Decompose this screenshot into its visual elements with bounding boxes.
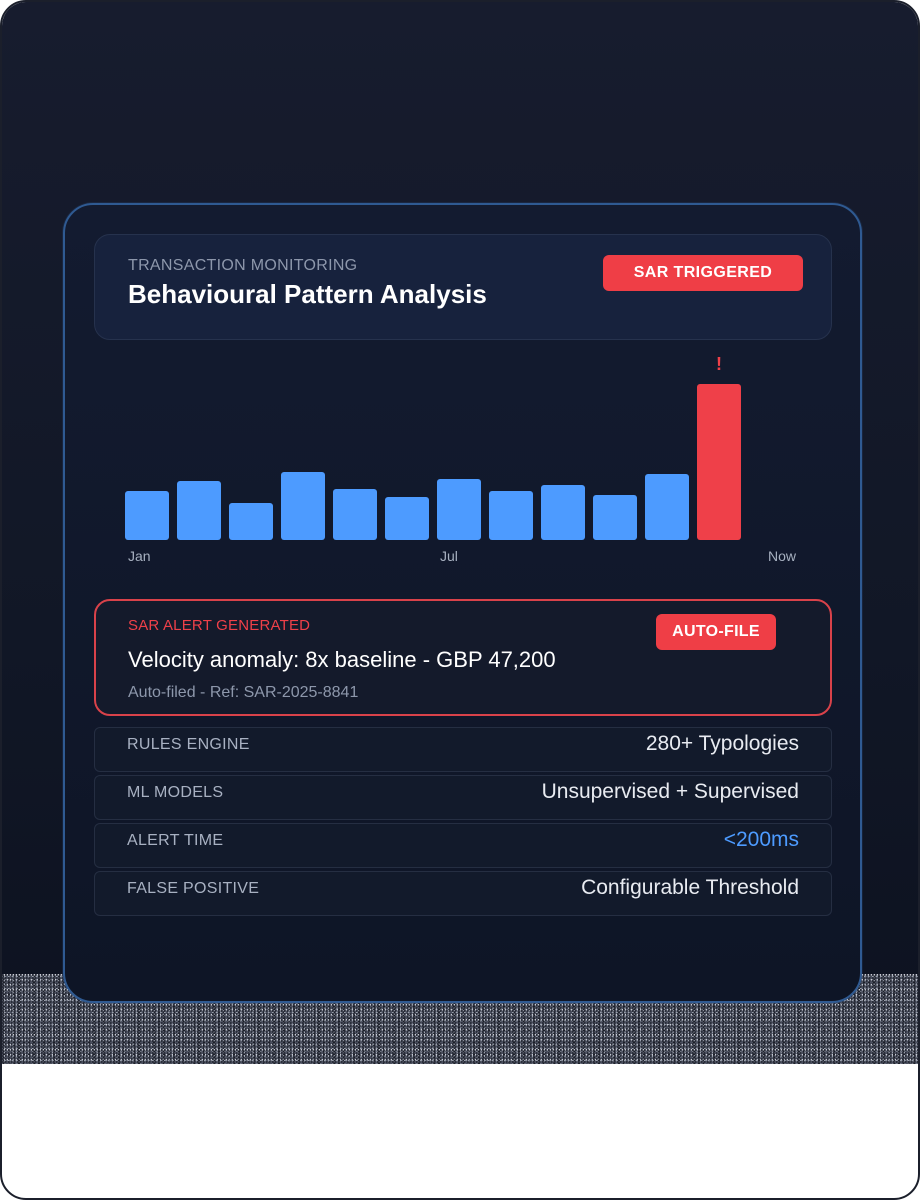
chart-bar	[489, 491, 533, 540]
stat-label: ML MODELS	[127, 784, 224, 801]
sar-alert-panel[interactable]: SAR ALERT GENERATED Velocity anomaly: 8x…	[94, 599, 832, 716]
alert-marker: !	[716, 354, 722, 374]
auto-file-badge[interactable]: AUTO-FILE	[656, 614, 776, 650]
chart-bar	[385, 497, 429, 540]
sar-triggered-badge[interactable]: SAR TRIGGERED	[603, 255, 803, 291]
card-header: TRANSACTION MONITORING Behavioural Patte…	[94, 234, 832, 340]
monitoring-card: TRANSACTION MONITORING Behavioural Patte…	[63, 203, 862, 1003]
stat-label: ALERT TIME	[127, 832, 224, 849]
header-eyebrow: TRANSACTION MONITORING	[128, 257, 358, 274]
x-label-now: Now	[768, 548, 797, 564]
alert-title: Velocity anomaly: 8x baseline - GBP 47,2…	[128, 647, 556, 672]
chart-bar	[281, 472, 325, 540]
stat-value: <200ms	[723, 828, 799, 851]
chart-bar	[593, 495, 637, 540]
chart-bar	[229, 503, 273, 540]
stat-value: Configurable Threshold	[581, 876, 799, 899]
stat-row-rules-engine: RULES ENGINE 280+ Typologies	[94, 727, 832, 772]
chart-bar-alert	[697, 384, 741, 540]
alert-reference: Auto-filed - Ref: SAR-2025-8841	[128, 684, 359, 701]
stat-value: Unsupervised + Supervised	[541, 780, 799, 803]
stat-label: RULES ENGINE	[127, 736, 250, 753]
stat-label: FALSE POSITIVE	[127, 880, 260, 897]
stat-row-alert-time: ALERT TIME <200ms	[94, 823, 832, 868]
chart-bar	[437, 479, 481, 540]
stat-value: 280+ Typologies	[645, 732, 799, 755]
chart-bar	[541, 485, 585, 540]
stat-row-false-positive: FALSE POSITIVE Configurable Threshold	[94, 871, 832, 916]
header-title: Behavioural Pattern Analysis	[128, 279, 487, 309]
chart-bar	[645, 474, 689, 540]
x-label-jan: Jan	[128, 548, 151, 564]
chart-bar	[333, 489, 377, 540]
x-label-jul: Jul	[440, 548, 458, 564]
chart-bar	[125, 491, 169, 540]
stat-row-ml-models: ML MODELS Unsupervised + Supervised	[94, 775, 832, 820]
chart-bar	[177, 481, 221, 540]
alert-eyebrow: SAR ALERT GENERATED	[128, 617, 311, 634]
activity-bar-chart: ! Jan Jul Now	[125, 350, 805, 570]
